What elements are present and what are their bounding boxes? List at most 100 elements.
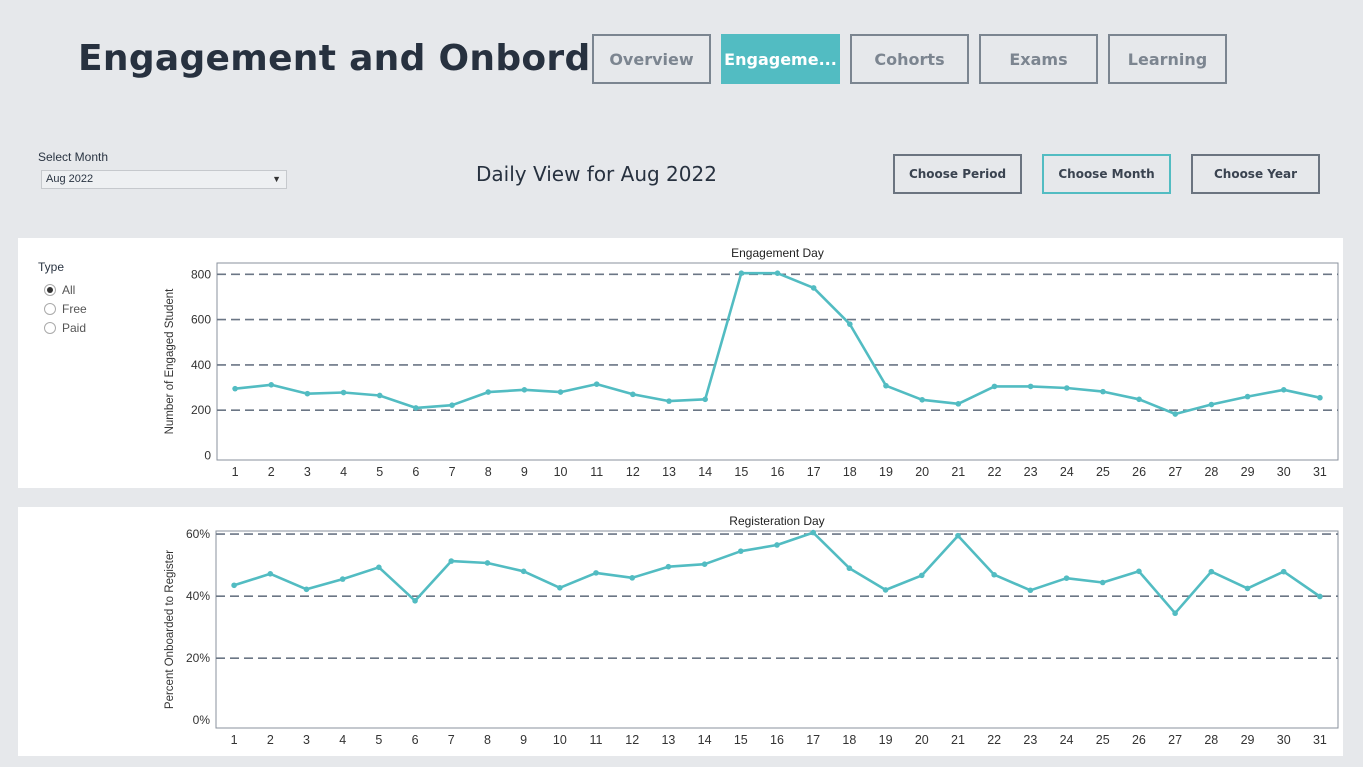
data-point [774, 270, 781, 276]
type-option-paid[interactable]: Paid [44, 318, 87, 337]
type-filter-title: Type [38, 260, 65, 274]
data-point [882, 587, 889, 593]
x-tick-label: 22 [988, 465, 1002, 479]
data-point [1063, 385, 1070, 391]
choose-year-button[interactable]: Choose Year [1191, 154, 1320, 194]
x-tick-label: 26 [1132, 465, 1146, 479]
engagement-panel: Type All Free Paid Engagement Day 0 200 400… [18, 238, 1343, 488]
data-point [1244, 585, 1251, 592]
y-tick-label: 600 [191, 313, 211, 327]
x-tick-label: 22 [987, 733, 1001, 747]
data-point [376, 392, 383, 399]
month-dropdown-value: Aug 2022 [46, 173, 94, 185]
x-tick-label: 20 [915, 733, 929, 747]
data-point [339, 576, 346, 582]
y-tick-label: 0% [193, 713, 211, 727]
data-point [991, 383, 998, 390]
type-option-label: All [62, 282, 76, 297]
daily-view-title: Daily View for Aug 2022 [476, 162, 717, 186]
x-tick-label: 25 [1096, 733, 1110, 747]
chart-title: Engagement Day [731, 246, 824, 260]
data-point [1100, 388, 1106, 395]
registration-day-chart: Registeration Day 0% 20% 40% 60% Percent Onbo… [164, 514, 1339, 747]
x-tick-label: 16 [771, 465, 785, 479]
type-option-free[interactable]: Free [44, 299, 87, 318]
tab-engagement[interactable]: Engageme... [721, 34, 840, 84]
data-point [303, 586, 310, 593]
data-point [376, 564, 382, 571]
data-point [1208, 568, 1215, 575]
x-tick-label: 31 [1313, 733, 1327, 747]
x-tick-label: 10 [553, 733, 567, 747]
x-tick-label: 20 [915, 465, 929, 479]
data-point [485, 389, 492, 395]
radio-unchecked-icon[interactable] [44, 302, 56, 315]
data-point [1280, 568, 1287, 575]
x-tick-label: 1 [232, 465, 239, 479]
y-tick-label: 800 [191, 267, 211, 281]
data-point [1280, 387, 1287, 393]
x-tick-label: 14 [698, 733, 712, 747]
data-point [701, 561, 708, 567]
x-tick-label: 21 [951, 465, 965, 479]
x-tick-label: 1 [231, 733, 238, 747]
data-point [774, 542, 780, 548]
tab-overview[interactable]: Overview [592, 34, 711, 84]
x-tick-label: 17 [807, 465, 821, 479]
data-point [1317, 593, 1323, 600]
x-tick-label: 14 [698, 465, 712, 479]
tab-exams[interactable]: Exams [979, 34, 1098, 84]
x-tick-label: 18 [842, 733, 856, 747]
type-filter: Type All Free Paid [38, 260, 87, 337]
type-option-label: Free [62, 301, 87, 316]
radio-checked-icon[interactable] [44, 283, 56, 296]
plot-frame [215, 530, 1339, 729]
x-tick-label: 2 [268, 465, 275, 479]
chevron-down-icon[interactable]: ▼ [272, 174, 281, 184]
x-tick-label: 3 [304, 465, 311, 479]
x-tick-label: 9 [521, 465, 528, 479]
choose-month-button[interactable]: Choose Month [1042, 154, 1171, 194]
x-tick-label: 8 [484, 733, 491, 747]
x-tick-label: 8 [485, 465, 492, 479]
data-point [810, 285, 817, 291]
tab-learning[interactable]: Learning [1108, 34, 1227, 84]
data-point [1027, 587, 1034, 594]
data-point [267, 571, 274, 577]
x-tick-label: 23 [1023, 733, 1037, 747]
x-tick-label: 27 [1168, 465, 1182, 479]
series-line [234, 271, 1321, 416]
x-tick-label: 19 [879, 733, 893, 747]
tab-cohorts[interactable]: Cohorts [850, 34, 969, 84]
data-point [666, 398, 672, 404]
chart-title: Registeration Day [729, 514, 824, 528]
y-tick-label: 60% [186, 527, 210, 541]
data-point [448, 558, 455, 564]
data-point [846, 565, 853, 572]
x-tick-label: 29 [1241, 465, 1255, 479]
x-tick-label: 28 [1204, 733, 1218, 747]
choose-period-button[interactable]: Choose Period [893, 154, 1022, 194]
x-tick-label: 29 [1241, 733, 1255, 747]
type-option-all[interactable]: All [44, 280, 87, 299]
data-point [520, 568, 527, 575]
x-tick-label: 11 [590, 465, 603, 479]
data-point [1208, 401, 1215, 408]
x-tick-label: 5 [376, 465, 383, 479]
radio-unchecked-icon[interactable] [44, 321, 56, 334]
data-point [738, 548, 744, 554]
y-axis-label: Percent Onboarded to Register [164, 550, 176, 709]
x-tick-label: 2 [267, 733, 274, 747]
data-point [232, 385, 238, 392]
data-point [1027, 383, 1034, 390]
month-dropdown[interactable]: Aug 2022 ▼ [41, 170, 287, 189]
x-tick-label: 9 [520, 733, 527, 747]
y-tick-label: 20% [186, 651, 210, 665]
registration-panel: Registeration Day 0% 20% 40% 60% Percent Onbo… [18, 507, 1343, 756]
x-tick-label: 24 [1060, 733, 1074, 747]
x-tick-label: 31 [1313, 465, 1327, 479]
period-buttons: Choose Period Choose Month Choose Year [893, 154, 1320, 194]
data-point [1136, 396, 1142, 403]
data-point [340, 389, 347, 396]
y-tick-label: 400 [191, 358, 211, 372]
